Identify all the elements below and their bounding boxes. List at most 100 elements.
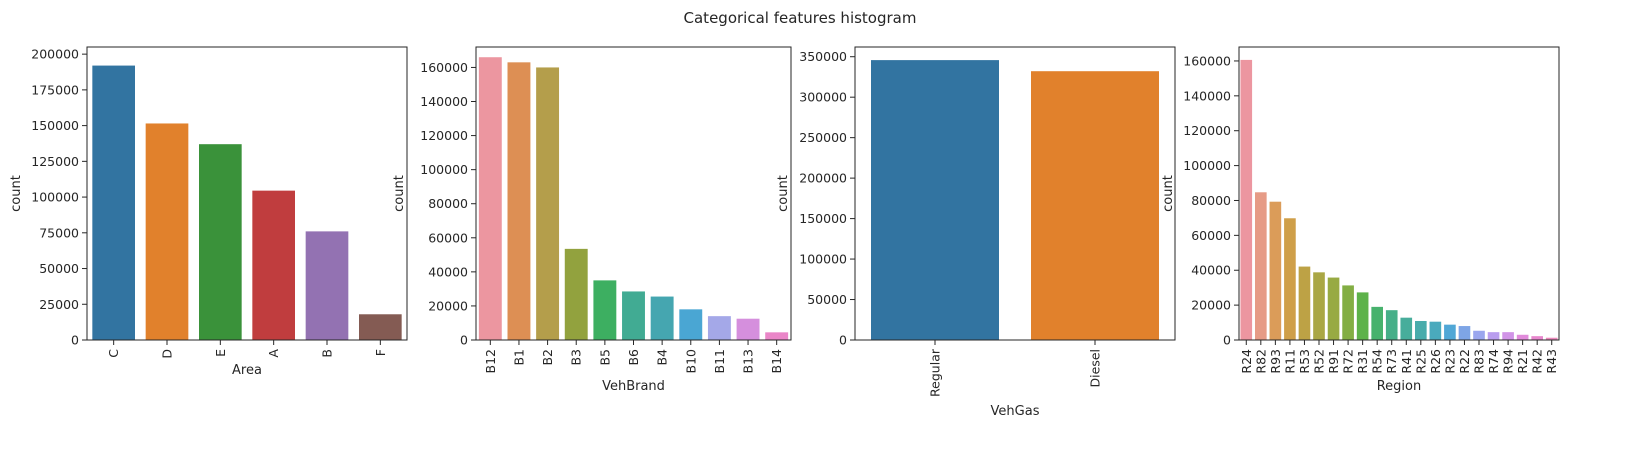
axes-frame [86,46,408,341]
x-tick-label: R26 [1428,349,1443,374]
bar-b10 [679,309,703,340]
y-tick-label: 100000 [420,162,468,177]
y-tick-label: 0 [839,333,847,348]
bar-e [199,144,242,340]
y-tick-label: 20000 [428,298,468,313]
x-tick-label: B3 [569,349,584,366]
x-tick-label: Diesel [1088,349,1103,387]
x-tick-label: R25 [1413,349,1428,374]
x-tick-label: B10 [683,349,698,374]
y-tick-label: 0 [460,333,468,348]
y-tick-label: 80000 [428,196,468,211]
bar-b3 [564,248,588,340]
bar-r41 [1400,317,1413,340]
x-tick-label: R23 [1442,349,1457,374]
y-tick-label: 120000 [1183,123,1231,138]
x-axis-label: VehBrand [602,379,665,394]
y-tick-label: 50000 [807,292,847,307]
bar-b4 [650,296,674,340]
bar-r11 [1284,218,1296,340]
bar-r74 [1487,332,1500,340]
axes-frame [1238,46,1560,341]
y-tick-label: 50000 [39,261,79,276]
bar-r42 [1531,336,1543,340]
x-tick-label: R53 [1297,349,1312,374]
x-tick-label: R31 [1355,349,1370,374]
axes-frame [475,46,792,341]
x-tick-label: B12 [483,349,498,373]
bar-r43 [1545,337,1558,340]
x-tick-label: A [266,349,281,358]
x-tick-label: B13 [741,349,756,373]
bar-b11 [707,316,731,340]
bar-r22 [1458,326,1471,340]
bar-b2 [536,67,560,340]
x-tick-label: B4 [655,349,670,366]
bar-b6 [622,291,645,340]
x-tick-label: R52 [1312,349,1327,374]
bar-r52 [1313,272,1325,340]
y-tick-label: 250000 [799,130,847,145]
x-tick-label: R42 [1530,349,1545,374]
x-tick-label: R93 [1268,349,1283,374]
bar-r94 [1502,332,1514,340]
y-tick-label: 140000 [1183,88,1231,103]
bar-r72 [1342,285,1354,340]
x-tick-label: R74 [1486,349,1501,374]
chart-panel-vehbrand: 0 20000 40000 60000 80000 100000 120000 140000 1… [392,46,792,394]
bar-r23 [1444,324,1456,340]
x-tick-label: B6 [626,349,641,366]
bar-r31 [1356,292,1369,340]
y-tick-label: 25000 [39,297,79,312]
y-tick-label: 350000 [799,49,847,64]
bar-b14 [765,332,789,340]
bar-r54 [1371,306,1383,340]
x-tick-label: D [160,349,175,359]
y-axis-label: count [1161,175,1176,212]
bar-r25 [1415,320,1427,340]
bar-f [359,314,402,340]
y-tick-label: 60000 [1191,228,1231,243]
x-tick-label: R21 [1515,349,1530,374]
x-tick-label: R11 [1282,349,1297,374]
bar-r21 [1516,334,1529,340]
bar-r73 [1385,310,1398,340]
x-tick-label: R22 [1457,349,1472,374]
bar-b13 [736,318,760,340]
x-axis-label: VehGas [991,404,1040,419]
y-tick-label: 40000 [428,264,468,279]
x-tick-label: B5 [597,349,612,366]
bar-b5 [593,280,617,340]
x-tick-label: F [373,349,388,356]
axes-frame [854,46,1176,341]
y-tick-label: 200000 [31,47,79,62]
x-tick-label: Regular [928,348,943,397]
bar-r82 [1255,192,1267,340]
x-tick-label: B1 [511,349,526,366]
x-tick-label: R41 [1399,349,1414,374]
x-tick-label: R94 [1501,349,1516,374]
x-tick-label: R83 [1472,349,1487,374]
y-tick-label: 300000 [799,90,847,105]
bar-r26 [1429,321,1442,340]
y-tick-label: 140000 [420,94,468,109]
y-tick-label: 100000 [1183,158,1231,173]
y-tick-label: 160000 [1183,53,1231,68]
x-tick-label: E [213,349,228,357]
chart-panel-area: 0 25000 50000 75000 100000 125000 150000 175000… [9,46,408,378]
bar-r53 [1298,266,1311,340]
y-axis-label: count [392,175,407,212]
y-tick-label: 175000 [31,82,79,97]
y-tick-label: 100000 [799,252,847,267]
x-tick-label: R54 [1370,349,1385,374]
x-tick-label: R82 [1253,349,1268,374]
x-tick-label: B14 [769,349,784,374]
y-tick-label: 120000 [420,128,468,143]
y-axis-label: count [9,175,24,212]
y-tick-label: 20000 [1191,298,1231,313]
chart-panel-vehgas: 0 50000 100000 150000 200000 250000 300000 3500… [776,46,1176,419]
x-tick-label: B11 [712,349,727,373]
y-tick-label: 200000 [799,171,847,186]
bar-a [252,190,295,340]
